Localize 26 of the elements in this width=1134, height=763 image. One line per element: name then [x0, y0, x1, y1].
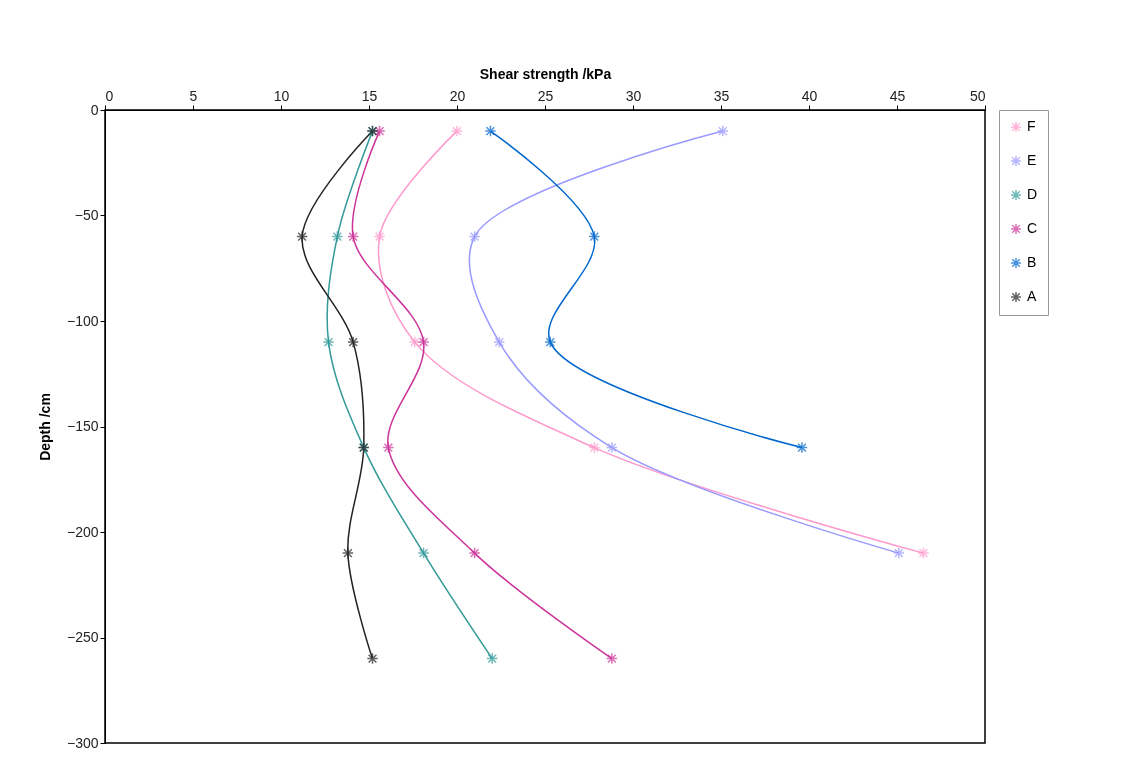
- x-tick-label: 0: [105, 87, 114, 104]
- legend-label: B: [1027, 254, 1037, 270]
- x-tick-label: 45: [889, 87, 906, 104]
- x-tick-label: 10: [273, 87, 290, 104]
- y-axis-title: Depth /cm: [36, 393, 53, 461]
- x-tick-label: 30: [625, 87, 642, 104]
- x-tick-label: 35: [713, 87, 730, 104]
- x-tick-label: 25: [537, 87, 554, 104]
- legend-label: D: [1027, 186, 1038, 202]
- legend-label: F: [1027, 118, 1036, 134]
- x-tick-label: 20: [449, 87, 466, 104]
- y-tick-label: −100: [66, 312, 99, 329]
- y-tick-label: −200: [66, 523, 99, 540]
- y-tick-label: 0: [90, 101, 99, 118]
- x-tick-label: 15: [361, 87, 378, 104]
- x-axis-title: Shear strength /kPa: [479, 65, 612, 82]
- x-tick-label: 50: [969, 87, 986, 104]
- y-tick-label: −300: [66, 734, 99, 751]
- legend-label: E: [1027, 152, 1037, 168]
- y-tick-label: −250: [66, 629, 99, 645]
- x-tick-label: 5: [189, 87, 198, 104]
- legend-label: A: [1027, 288, 1037, 304]
- x-tick-label: 40: [801, 87, 818, 104]
- y-tick-label: −150: [66, 418, 99, 434]
- y-tick-label: −50: [74, 207, 99, 223]
- legend-label: C: [1027, 220, 1038, 236]
